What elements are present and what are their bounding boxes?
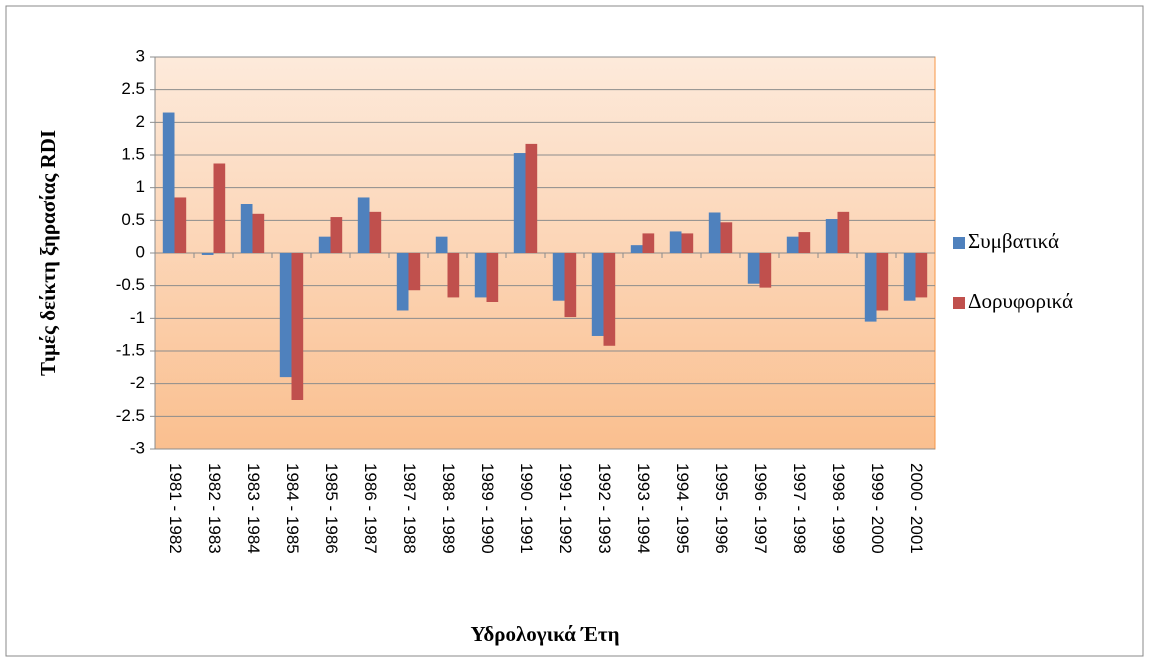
- x-tick-label: 1989 - 1990: [478, 463, 497, 554]
- bar: [447, 253, 460, 298]
- legend-label: Δορυφορικά: [968, 289, 1073, 313]
- y-tick-label: -1: [130, 308, 145, 327]
- x-tick-label: 1981 - 1982: [166, 463, 185, 554]
- bar: [630, 245, 643, 253]
- x-tick-label: 1987 - 1988: [400, 463, 419, 554]
- bar: [279, 253, 292, 378]
- bar: [864, 253, 877, 322]
- x-tick-label: 1999 - 2000: [868, 463, 887, 554]
- legend-swatch: [953, 297, 965, 309]
- bar: [174, 197, 187, 253]
- bar: [435, 236, 448, 253]
- y-tick-label: 3: [136, 46, 145, 65]
- bar: [591, 253, 604, 336]
- bar: [915, 253, 928, 298]
- y-tick-label: 1.5: [121, 144, 145, 163]
- y-tick-label: -0.5: [116, 275, 145, 294]
- x-tick-label: 1995 - 1996: [712, 463, 731, 554]
- bar: [786, 236, 799, 253]
- bar: [603, 253, 616, 346]
- y-tick-label: 2.5: [121, 79, 145, 98]
- bar: [759, 253, 772, 288]
- legend-label: Συμβατικά: [968, 229, 1059, 253]
- bar: [825, 219, 838, 253]
- bar: [564, 253, 577, 318]
- x-tick-label: 1985 - 1986: [322, 463, 341, 554]
- bar: [525, 143, 538, 253]
- bar: [798, 232, 811, 253]
- legend-swatch: [953, 237, 965, 249]
- x-tick-label: 1993 - 1994: [634, 463, 653, 554]
- y-tick-label: -2.5: [116, 406, 145, 425]
- x-tick-label: 1984 - 1985: [283, 463, 302, 554]
- bar: [876, 253, 889, 311]
- bar: [903, 253, 916, 301]
- bar: [252, 213, 265, 253]
- bar: [213, 163, 226, 253]
- bar: [474, 253, 487, 298]
- bar: [720, 222, 733, 253]
- bar: [240, 204, 253, 253]
- bar: [708, 212, 721, 253]
- x-tick-label: 1992 - 1993: [595, 463, 614, 554]
- bar: [552, 253, 565, 301]
- x-tick-label: 1994 - 1995: [673, 463, 692, 554]
- x-tick-label: 1991 - 1992: [556, 463, 575, 554]
- x-tick-label: 2000 - 2001: [907, 463, 926, 554]
- bar: [408, 253, 421, 291]
- y-tick-label: 0: [136, 242, 145, 261]
- bar: [162, 112, 175, 254]
- bar: [837, 211, 850, 253]
- bar: [330, 217, 343, 253]
- bar: [747, 253, 760, 284]
- x-tick-label: 1988 - 1989: [439, 463, 458, 554]
- bar: [357, 197, 370, 253]
- y-tick-label: 1: [136, 177, 145, 196]
- x-tick-label: 1998 - 1999: [829, 463, 848, 554]
- x-tick-label: 1983 - 1984: [244, 463, 263, 554]
- bar: [201, 253, 214, 255]
- x-tick-label: 1990 - 1991: [517, 463, 536, 554]
- x-tick-label: 1996 - 1997: [751, 463, 770, 554]
- bar: [669, 231, 682, 253]
- y-tick-label: -1.5: [116, 340, 145, 359]
- bar: [291, 253, 304, 400]
- bar: [486, 253, 499, 302]
- bar: [369, 211, 382, 253]
- bar: [513, 153, 526, 253]
- y-tick-label: 2: [136, 112, 145, 131]
- bar: [318, 236, 331, 253]
- x-tick-label: 1997 - 1998: [790, 463, 809, 554]
- x-tick-label: 1986 - 1987: [361, 463, 380, 554]
- x-tick-label: 1982 - 1983: [205, 463, 224, 554]
- x-axis-title: Υδρολογικά Έτη: [470, 622, 619, 646]
- y-tick-label: 0.5: [121, 210, 145, 229]
- bar: [642, 233, 655, 253]
- bar: [396, 253, 409, 311]
- y-tick-label: -3: [130, 438, 145, 457]
- bar: [681, 233, 694, 253]
- y-tick-label: -2: [130, 373, 145, 392]
- y-axis-title: Τιμές δείκτη ξηρασίας RDI: [36, 130, 60, 376]
